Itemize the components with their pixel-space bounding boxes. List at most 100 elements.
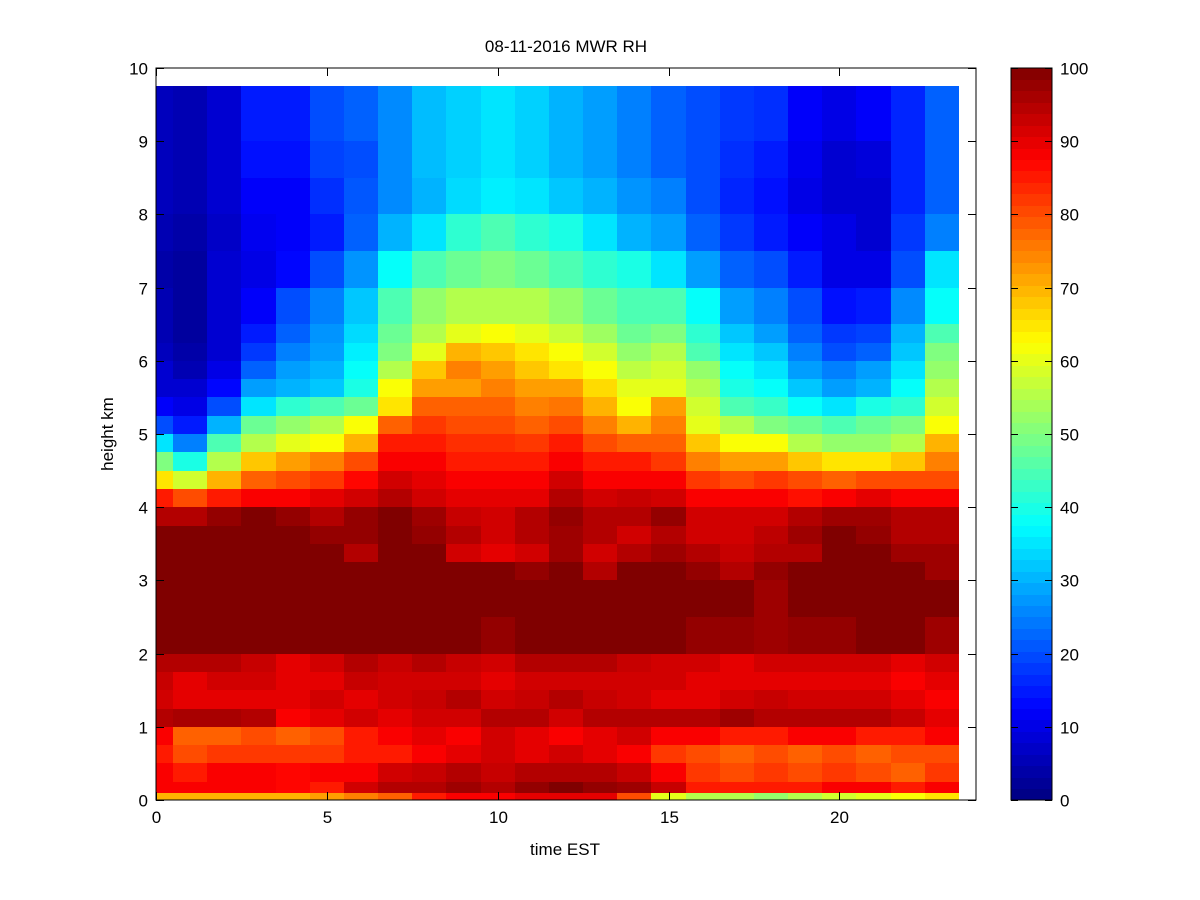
heatmap-cell — [310, 288, 344, 324]
heatmap-cell — [156, 782, 173, 793]
heatmap-cell — [788, 452, 822, 471]
heatmap-cell — [241, 562, 276, 580]
colorbar-segment — [1011, 617, 1052, 629]
heatmap-cell — [446, 251, 481, 288]
y-tick-label: 4 — [139, 499, 148, 518]
y-tick-label: 9 — [139, 133, 148, 152]
heatmap-cell — [549, 489, 583, 507]
heatmap-cell — [310, 416, 344, 434]
heatmap-cell — [156, 690, 173, 709]
heatmap-cell — [891, 361, 925, 379]
heatmap-cell — [856, 86, 891, 141]
heatmap-cell — [583, 86, 617, 141]
heatmap-cell — [686, 507, 720, 526]
heatmap-cell — [822, 763, 856, 782]
heatmap-cell — [651, 397, 686, 416]
heatmap-cell — [617, 343, 651, 361]
heatmap-cell — [686, 343, 720, 361]
colorbar-segment — [1011, 742, 1052, 755]
heatmap-cell — [583, 178, 617, 214]
heatmap-cell — [788, 86, 822, 141]
heatmap-cell — [856, 324, 891, 343]
heatmap-cell — [276, 141, 310, 178]
heatmap-cell — [788, 251, 822, 288]
heatmap-cell — [754, 562, 788, 580]
colorbar-segment — [1011, 262, 1052, 274]
heatmap-cell — [583, 471, 617, 489]
heatmap-cell — [241, 178, 276, 214]
colorbar-segment — [1011, 399, 1052, 412]
heatmap-cell — [241, 214, 276, 251]
heatmap-cell — [891, 745, 925, 763]
heatmap-cell — [651, 793, 686, 800]
colorbar-segment — [1011, 559, 1052, 572]
colorbar-segment — [1011, 411, 1052, 423]
heatmap-cell — [822, 288, 856, 324]
heatmap-cell — [378, 745, 412, 763]
heatmap-cell — [378, 654, 412, 672]
colorbar-segment — [1011, 685, 1052, 698]
heatmap-cell — [173, 654, 207, 672]
heatmap-cell — [686, 361, 720, 379]
heatmap-cell — [344, 416, 378, 434]
heatmap-cell — [173, 251, 207, 288]
heatmap-cell — [446, 343, 481, 361]
heatmap-cell — [412, 416, 446, 434]
heatmap-cell — [156, 745, 173, 763]
heatmap-cell — [754, 709, 788, 727]
heatmap-cell — [686, 141, 720, 178]
heatmap-cell — [822, 544, 856, 562]
heatmap-cell — [822, 654, 856, 672]
heatmap-cell — [822, 178, 856, 214]
heatmap-cell — [378, 288, 412, 324]
heatmap-cell — [822, 709, 856, 727]
heatmap-cell — [856, 654, 891, 672]
heatmap-cell — [276, 288, 310, 324]
heatmap-cell — [583, 489, 617, 507]
heatmap-cell — [925, 86, 959, 141]
heatmap-cell — [207, 672, 241, 690]
heatmap-cell — [310, 617, 344, 654]
heatmap-cell — [276, 709, 310, 727]
heatmap-cell — [173, 288, 207, 324]
colorbar-segment — [1011, 148, 1052, 160]
heatmap-cell — [207, 507, 241, 526]
heatmap-cell — [720, 361, 754, 379]
heatmap-cell — [156, 416, 173, 434]
heatmap-cell — [156, 617, 173, 654]
heatmap-cell — [276, 452, 310, 471]
heatmap-cell — [822, 452, 856, 471]
heatmap-cell — [515, 709, 549, 727]
colorbar-segment — [1011, 273, 1052, 286]
heatmap-cell — [925, 793, 959, 800]
heatmap-cell — [344, 214, 378, 251]
heatmap-cell — [515, 324, 549, 343]
heatmap-cell — [378, 617, 412, 654]
heatmap-cell — [446, 782, 481, 793]
heatmap-cell — [754, 343, 788, 361]
heatmap-cell — [754, 617, 788, 654]
heatmap-cell — [925, 709, 959, 727]
heatmap-cell — [583, 361, 617, 379]
colorbar-segment — [1011, 662, 1052, 675]
heatmap-cell — [856, 580, 891, 617]
heatmap-cell — [686, 526, 720, 544]
colorbar-segment — [1011, 731, 1052, 743]
heatmap-cell — [344, 654, 378, 672]
heatmap-cell — [891, 434, 925, 452]
heatmap-cell — [241, 580, 276, 617]
heatmap-cell — [276, 690, 310, 709]
heatmap-cell — [720, 434, 754, 452]
y-tick-label: 0 — [139, 792, 148, 811]
y-tick-label: 10 — [129, 60, 148, 79]
heatmap-cell — [173, 672, 207, 690]
heatmap-cell — [378, 379, 412, 397]
heatmap-cell — [156, 580, 173, 617]
heatmap-cell — [344, 452, 378, 471]
heatmap-cell — [686, 562, 720, 580]
heatmap-cell — [891, 507, 925, 526]
heatmap-cell — [378, 434, 412, 452]
heatmap-cell — [412, 544, 446, 562]
heatmap-cell — [344, 379, 378, 397]
heatmap-cell — [446, 141, 481, 178]
